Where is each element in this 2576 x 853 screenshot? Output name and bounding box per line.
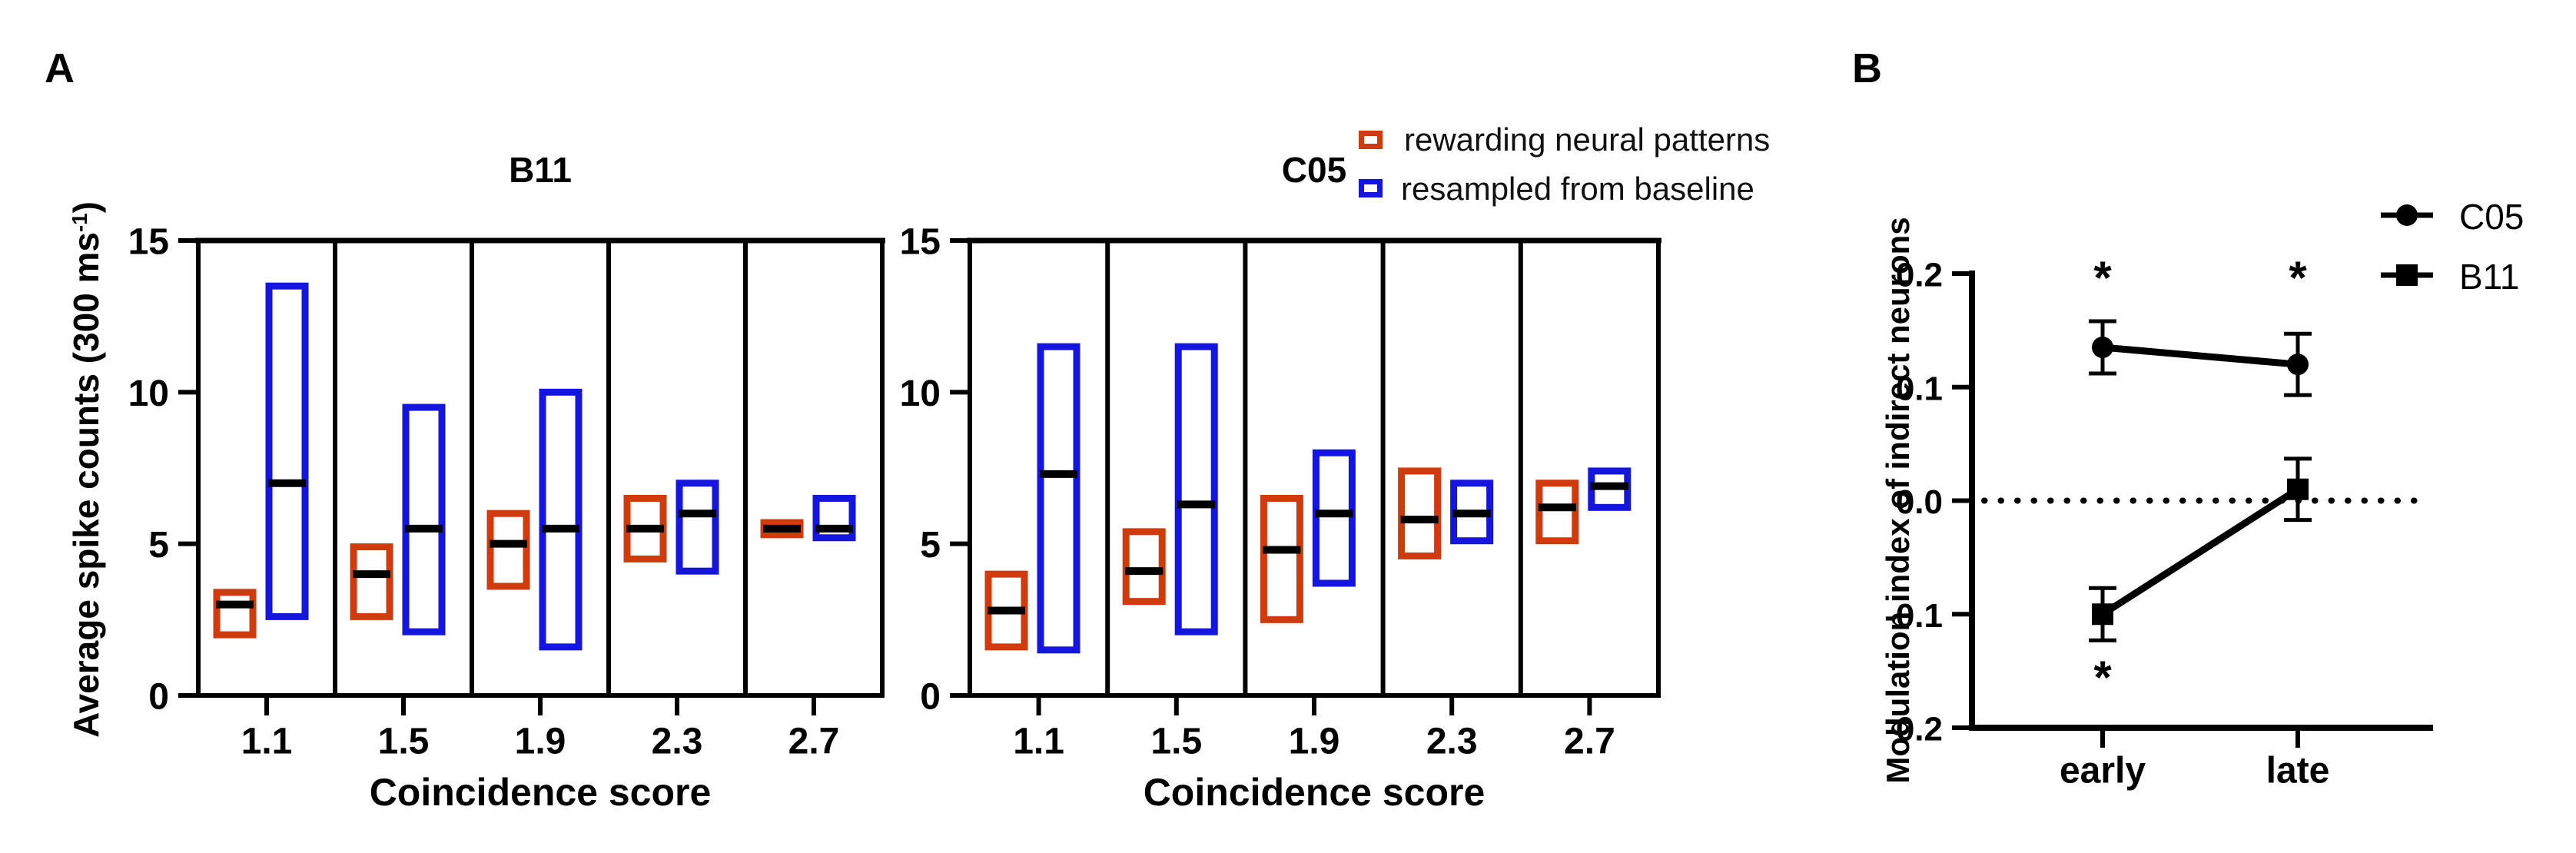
x-tick-label: 1.9	[1289, 722, 1340, 762]
box-baseline	[1174, 343, 1218, 636]
x-tick-label: 1.5	[378, 722, 430, 762]
y-axis-title-spike-counts: Average spike counts (300 ms-1)	[65, 201, 107, 738]
legend-circle-icon	[2396, 204, 2418, 226]
x-tick-label: 2.3	[1426, 722, 1478, 762]
x-tick-label: 1.5	[1150, 722, 1202, 762]
y-tick-label: -0.1	[1884, 597, 1943, 635]
significance-asterisk: *	[2289, 252, 2307, 304]
box-baseline	[812, 494, 856, 542]
y-tick-label: 0	[148, 677, 169, 718]
data-point-circle	[2092, 337, 2113, 359]
significance-asterisk: *	[2093, 252, 2112, 304]
box-baseline	[402, 403, 446, 636]
panel-a-label: A	[45, 45, 75, 91]
y-tick-label: 0.0	[1896, 483, 1943, 521]
box-rewarding	[1122, 528, 1166, 606]
legend-label-c05: C05	[2459, 197, 2524, 237]
box-baseline	[265, 282, 309, 620]
y-axis-title-close: )	[66, 201, 106, 214]
box-rewarding	[486, 509, 530, 590]
chart-title-b11: B11	[509, 150, 572, 190]
legend-swatch-baseline	[1359, 179, 1383, 197]
y-tick-label: 0.2	[1896, 257, 1943, 294]
data-point-circle	[2287, 353, 2309, 376]
box-rewarding	[1535, 480, 1579, 545]
y-tick-label: 5	[920, 525, 941, 566]
y-tick-label: 10	[900, 373, 941, 414]
x-tick-label: 2.7	[1564, 722, 1615, 762]
legend-square-icon	[2396, 264, 2418, 286]
x-tick-label: 1.1	[1013, 722, 1064, 762]
x-tick-label: late	[2266, 751, 2330, 792]
box-rewarding	[213, 589, 257, 639]
x-tick-label: early	[2060, 751, 2146, 792]
series-line-c05	[2102, 344, 2299, 368]
y-tick-label: 15	[900, 222, 941, 263]
significance-asterisk: *	[2093, 652, 2112, 703]
legend-label-rewarding: rewarding neural patterns	[1404, 121, 1771, 158]
legend-label-b11: B11	[2459, 257, 2519, 297]
box-rewarding	[1260, 494, 1303, 623]
y-tick-label: 15	[128, 222, 169, 263]
panel-b-label: B	[1852, 45, 1882, 91]
y-tick-label: 0.1	[1896, 370, 1943, 407]
box-baseline	[539, 388, 583, 651]
y-tick-label: -0.2	[1884, 711, 1943, 748]
legend-label-baseline: resampled from baseline	[1401, 171, 1754, 207]
box-rewarding	[350, 543, 393, 620]
x-axis-title-c05: Coincidence score	[1143, 771, 1486, 814]
y-axis-title-text: Average spike counts (300 ms	[66, 231, 106, 738]
x-axis-title-b11: Coincidence score	[369, 771, 712, 814]
data-point-square	[2092, 603, 2113, 626]
x-tick-label: 1.9	[515, 722, 566, 762]
y-axis-title-modulation-index: Modulation index of indirect neurons	[1880, 217, 1916, 784]
y-tick-label: 0	[920, 677, 941, 718]
chart-title-c05: C05	[1281, 150, 1347, 190]
box-baseline	[1037, 343, 1081, 654]
legend-swatch-rewarding	[1359, 131, 1383, 149]
box-rewarding	[1398, 467, 1442, 559]
series-line-b11	[2100, 486, 2300, 618]
y-axis-title-superscript: -1	[67, 213, 91, 232]
x-tick-label: 2.3	[652, 722, 703, 762]
y-tick-label: 5	[148, 525, 169, 566]
x-tick-label: 2.7	[788, 722, 840, 762]
box-baseline	[676, 480, 719, 575]
x-tick-label: 1.1	[241, 722, 293, 762]
y-tick-label: 10	[128, 373, 169, 414]
data-point-square	[2287, 478, 2309, 500]
box-baseline	[1312, 449, 1356, 587]
